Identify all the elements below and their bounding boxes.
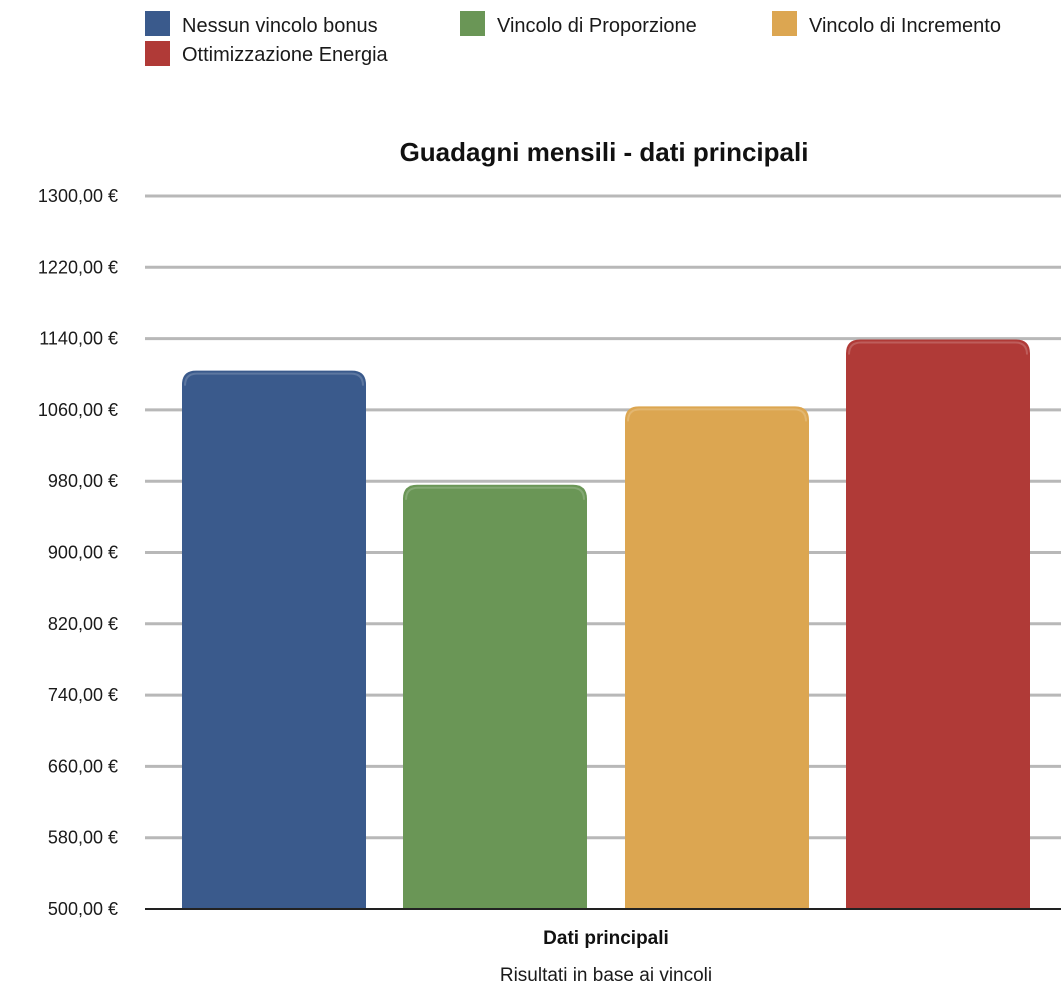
legend-swatch xyxy=(460,11,485,36)
bar-ottimizzazione-energia xyxy=(846,339,1030,910)
legend-label: Vincolo di Incremento xyxy=(809,15,1001,37)
legend-label: Vincolo di Proporzione xyxy=(497,15,697,37)
y-tick-label: 740,00 € xyxy=(48,685,118,705)
legend-swatch xyxy=(145,41,170,66)
y-tick-label: 1220,00 € xyxy=(38,257,118,277)
y-tick-label: 820,00 € xyxy=(48,614,118,634)
bars xyxy=(182,339,1030,910)
bar-highlight xyxy=(405,486,585,500)
y-tick-label: 1140,00 € xyxy=(39,329,118,349)
y-tick-label: 1060,00 € xyxy=(38,400,118,420)
legend-swatch xyxy=(772,11,797,36)
bar-vincolo-di-proporzione xyxy=(403,484,587,909)
legend-label: Nessun vincolo bonus xyxy=(182,15,378,37)
x-axis-label: Risultati in base ai vincoli xyxy=(500,965,712,986)
y-tick-label: 660,00 € xyxy=(48,756,118,776)
y-axis-ticks: 500,00 € 580,00 € 660,00 € 740,00 € 820,00 €… xyxy=(38,186,118,919)
bar-nessun-vincolo-bonus xyxy=(182,370,366,909)
legend-swatch xyxy=(145,11,170,36)
y-tick-label: 900,00 € xyxy=(48,543,118,563)
x-axis-categories: Dati principali xyxy=(543,928,669,949)
bar-vincolo-di-incremento xyxy=(625,406,809,909)
x-category-label: Dati principali xyxy=(543,928,669,949)
y-tick-label: 1300,00 € xyxy=(38,186,118,206)
y-tick-label: 500,00 € xyxy=(48,899,118,919)
y-tick-label: 980,00 € xyxy=(48,471,118,491)
bar-highlight xyxy=(184,372,364,386)
bar-highlight xyxy=(848,341,1028,355)
legend-label: Ottimizzazione Energia xyxy=(182,44,389,66)
y-tick-label: 580,00 € xyxy=(48,828,118,848)
legend: Nessun vincolo bonus Vincolo di Proporzio… xyxy=(145,11,1001,66)
chart-title: Guadagni mensili - dati principali xyxy=(400,137,809,167)
bar-highlight xyxy=(627,408,807,422)
